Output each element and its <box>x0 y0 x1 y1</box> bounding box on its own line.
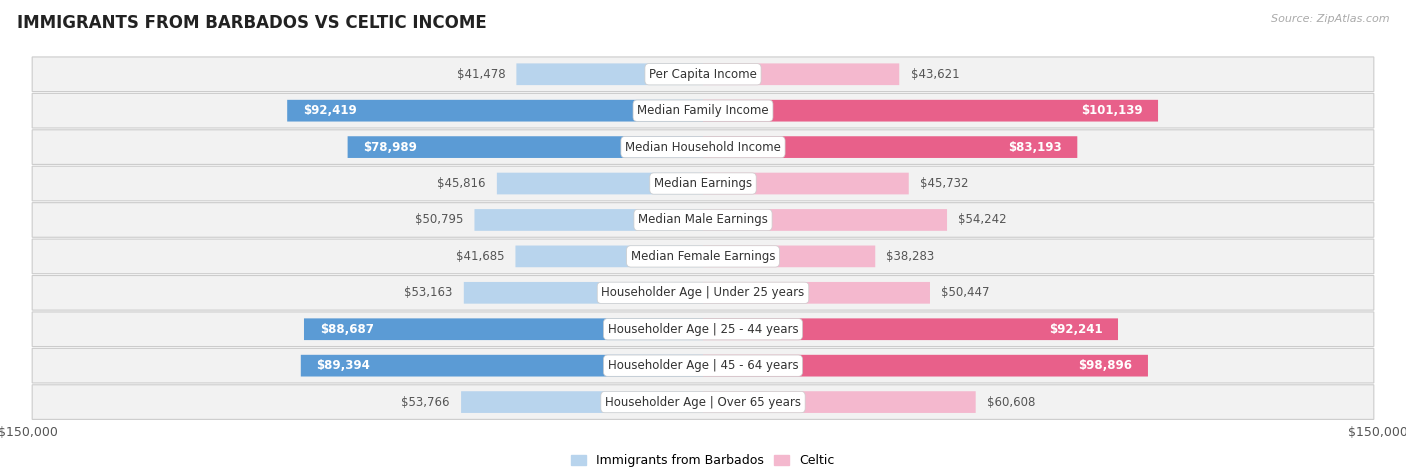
FancyBboxPatch shape <box>32 239 1374 274</box>
Text: Median Earnings: Median Earnings <box>654 177 752 190</box>
FancyBboxPatch shape <box>304 318 703 340</box>
Text: $89,394: $89,394 <box>316 359 370 372</box>
FancyBboxPatch shape <box>496 173 703 194</box>
FancyBboxPatch shape <box>287 100 703 121</box>
FancyBboxPatch shape <box>703 355 1147 376</box>
FancyBboxPatch shape <box>516 64 703 85</box>
Text: Householder Age | 45 - 64 years: Householder Age | 45 - 64 years <box>607 359 799 372</box>
Text: Source: ZipAtlas.com: Source: ZipAtlas.com <box>1271 14 1389 24</box>
Legend: Immigrants from Barbados, Celtic: Immigrants from Barbados, Celtic <box>567 449 839 467</box>
FancyBboxPatch shape <box>516 246 703 267</box>
FancyBboxPatch shape <box>32 276 1374 310</box>
Text: Median Male Earnings: Median Male Earnings <box>638 213 768 226</box>
Text: $53,766: $53,766 <box>401 396 450 409</box>
FancyBboxPatch shape <box>703 173 908 194</box>
Text: Per Capita Income: Per Capita Income <box>650 68 756 81</box>
FancyBboxPatch shape <box>703 318 1118 340</box>
Text: $43,621: $43,621 <box>911 68 959 81</box>
Text: $50,447: $50,447 <box>941 286 990 299</box>
FancyBboxPatch shape <box>703 282 929 304</box>
Text: $88,687: $88,687 <box>319 323 374 336</box>
Text: Median Female Earnings: Median Female Earnings <box>631 250 775 263</box>
Text: $45,816: $45,816 <box>437 177 485 190</box>
FancyBboxPatch shape <box>347 136 703 158</box>
Text: Householder Age | 25 - 44 years: Householder Age | 25 - 44 years <box>607 323 799 336</box>
Text: Median Family Income: Median Family Income <box>637 104 769 117</box>
FancyBboxPatch shape <box>32 166 1374 201</box>
FancyBboxPatch shape <box>464 282 703 304</box>
FancyBboxPatch shape <box>32 312 1374 347</box>
FancyBboxPatch shape <box>32 57 1374 92</box>
Text: $101,139: $101,139 <box>1081 104 1142 117</box>
Text: $50,795: $50,795 <box>415 213 463 226</box>
FancyBboxPatch shape <box>703 246 876 267</box>
FancyBboxPatch shape <box>32 130 1374 164</box>
FancyBboxPatch shape <box>301 355 703 376</box>
FancyBboxPatch shape <box>474 209 703 231</box>
Text: $98,896: $98,896 <box>1078 359 1132 372</box>
Text: $54,242: $54,242 <box>959 213 1007 226</box>
Text: Householder Age | Over 65 years: Householder Age | Over 65 years <box>605 396 801 409</box>
FancyBboxPatch shape <box>32 348 1374 383</box>
Text: $92,241: $92,241 <box>1049 323 1102 336</box>
FancyBboxPatch shape <box>32 203 1374 237</box>
Text: $41,685: $41,685 <box>456 250 505 263</box>
Text: $41,478: $41,478 <box>457 68 505 81</box>
Text: IMMIGRANTS FROM BARBADOS VS CELTIC INCOME: IMMIGRANTS FROM BARBADOS VS CELTIC INCOM… <box>17 14 486 32</box>
FancyBboxPatch shape <box>32 93 1374 128</box>
FancyBboxPatch shape <box>703 391 976 413</box>
Text: $45,732: $45,732 <box>920 177 969 190</box>
Text: Median Household Income: Median Household Income <box>626 141 780 154</box>
FancyBboxPatch shape <box>703 100 1159 121</box>
Text: $78,989: $78,989 <box>363 141 418 154</box>
FancyBboxPatch shape <box>703 209 948 231</box>
FancyBboxPatch shape <box>32 385 1374 419</box>
Text: $92,419: $92,419 <box>302 104 357 117</box>
Text: $53,163: $53,163 <box>404 286 453 299</box>
Text: $60,608: $60,608 <box>987 396 1035 409</box>
FancyBboxPatch shape <box>703 64 900 85</box>
FancyBboxPatch shape <box>461 391 703 413</box>
Text: $83,193: $83,193 <box>1008 141 1062 154</box>
Text: Householder Age | Under 25 years: Householder Age | Under 25 years <box>602 286 804 299</box>
Text: $38,283: $38,283 <box>887 250 935 263</box>
FancyBboxPatch shape <box>703 136 1077 158</box>
